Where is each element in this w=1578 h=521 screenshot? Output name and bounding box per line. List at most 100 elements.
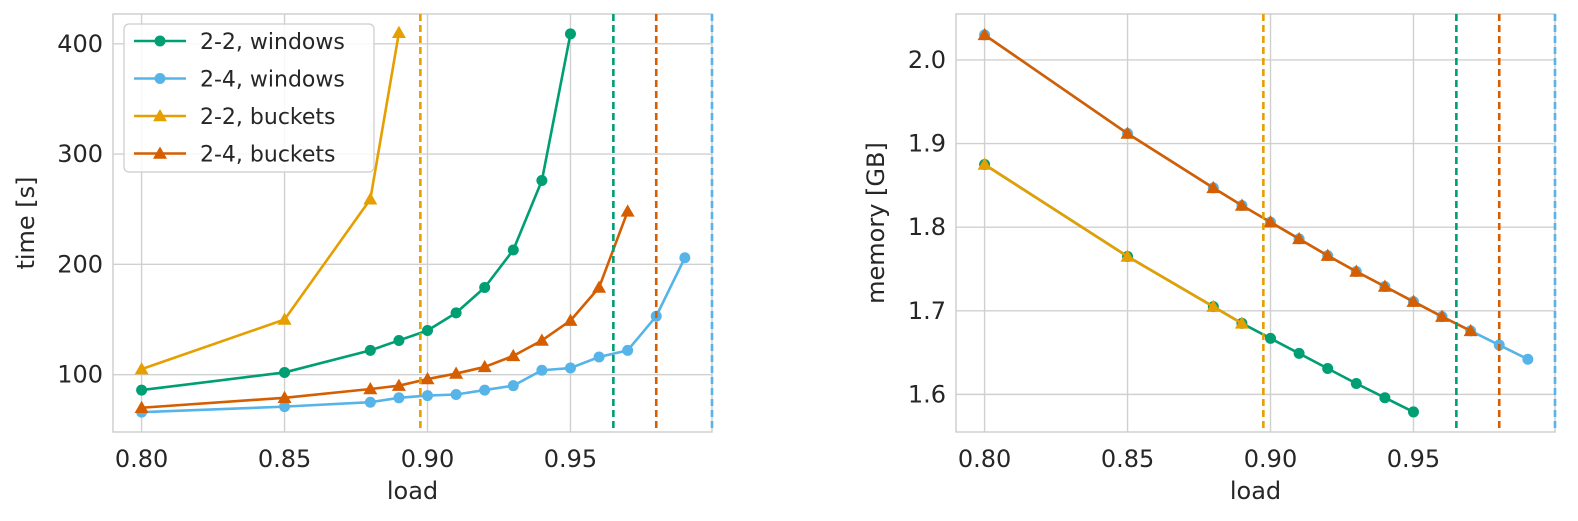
data-point <box>391 378 406 391</box>
data-point <box>364 396 376 408</box>
y-tick-label: 300 <box>57 140 103 168</box>
data-point <box>420 372 435 385</box>
data-point <box>1406 294 1421 307</box>
data-point <box>536 175 548 187</box>
y-tick-label: 1.8 <box>908 213 946 241</box>
legend-label: 2-2, buckets <box>200 105 336 130</box>
data-point <box>450 307 462 319</box>
data-point <box>1407 406 1419 418</box>
x-tick-label: 0.80 <box>115 445 168 473</box>
data-point <box>506 348 521 362</box>
data-point <box>534 333 549 346</box>
x-tick-label: 0.90 <box>1244 445 1297 473</box>
data-point <box>1293 347 1305 359</box>
x-tick-label: 0.90 <box>401 445 454 473</box>
legend-label: 2-2, windows <box>200 30 345 55</box>
legend-marker <box>153 109 167 122</box>
data-point <box>1463 323 1478 337</box>
y-tick-label: 100 <box>57 361 103 389</box>
data-point <box>1292 231 1307 245</box>
data-point <box>134 362 149 375</box>
data-point <box>363 381 378 395</box>
memory-chart: 0.80 0.85 0.90 0.95 1.6 1.7 1.8 1.9 2.0 load memor… <box>862 13 1557 505</box>
data-point <box>564 362 576 374</box>
data-point <box>592 280 607 293</box>
data-point <box>507 380 519 392</box>
data-point <box>477 359 492 373</box>
series-line <box>141 33 572 392</box>
data-point <box>622 344 634 356</box>
data-point <box>479 282 491 294</box>
y-tick-label: 400 <box>57 30 103 58</box>
y-tick-label: 1.9 <box>908 130 946 158</box>
data-point <box>977 27 992 41</box>
series-line <box>983 163 1243 325</box>
x-tick-label: 0.85 <box>258 445 311 473</box>
legend: 2-2, windows 2-4, windows 2-2, buckets 2-4,… <box>123 23 375 173</box>
x-tick-label: 0.85 <box>1101 445 1154 473</box>
series-group <box>977 27 1534 418</box>
data-point <box>391 25 406 38</box>
data-point <box>1522 353 1534 365</box>
data-point <box>277 390 292 404</box>
data-point <box>450 389 462 401</box>
data-point <box>1320 248 1335 261</box>
data-point <box>136 384 148 396</box>
series-line <box>983 163 1415 414</box>
data-point <box>1435 309 1450 322</box>
data-point <box>364 344 376 356</box>
data-point <box>1265 332 1277 344</box>
data-point <box>1350 378 1362 390</box>
data-point <box>393 392 405 404</box>
data-point <box>1234 198 1249 211</box>
data-point <box>1322 362 1334 374</box>
data-point <box>536 364 548 376</box>
legend-marker <box>154 73 166 84</box>
legend-marker <box>154 35 166 47</box>
data-point <box>1377 279 1392 292</box>
data-point <box>620 204 635 217</box>
data-point <box>1120 126 1135 139</box>
legend-label: 2-4, windows <box>200 68 345 93</box>
y-tick-label: 2.0 <box>908 46 946 74</box>
data-point <box>564 28 576 40</box>
series-line <box>141 210 629 410</box>
x-axis-label: load <box>1230 477 1281 505</box>
x-axis-label: load <box>387 477 438 505</box>
series-line <box>141 32 401 371</box>
y-axis-label: memory [GB] <box>862 142 890 304</box>
data-point <box>679 252 691 264</box>
data-point <box>449 366 464 379</box>
data-point <box>422 390 434 402</box>
series-line <box>983 33 1472 333</box>
series-group <box>134 25 691 418</box>
data-point <box>363 192 378 205</box>
data-point <box>977 157 992 170</box>
data-point <box>1234 316 1249 329</box>
data-point <box>277 312 292 325</box>
legend-label: 2-4, buckets <box>200 143 336 168</box>
legend-marker <box>153 146 167 159</box>
data-point <box>422 325 434 337</box>
legend-box <box>123 23 375 173</box>
data-point <box>1206 299 1221 312</box>
data-point <box>393 334 405 346</box>
x-tick-label: 0.95 <box>544 445 597 473</box>
data-point <box>479 384 491 396</box>
data-point <box>1120 249 1135 262</box>
data-point <box>507 244 519 256</box>
y-axis-label: time [s] <box>12 176 40 269</box>
y-tick-label: 1.6 <box>908 380 946 408</box>
data-point <box>279 366 291 378</box>
data-point <box>1349 264 1364 277</box>
y-tick-label: 1.7 <box>908 297 946 325</box>
time-chart: 0.80 0.85 0.90 0.95 100 200 300 400 load time [s] <box>12 13 714 505</box>
data-point <box>1379 392 1391 404</box>
data-point <box>1206 180 1221 194</box>
x-tick-label: 0.80 <box>958 445 1011 473</box>
data-point <box>134 400 149 413</box>
data-point <box>279 401 291 413</box>
x-tick-label: 0.95 <box>1387 445 1440 473</box>
y-tick-label: 200 <box>57 250 103 278</box>
